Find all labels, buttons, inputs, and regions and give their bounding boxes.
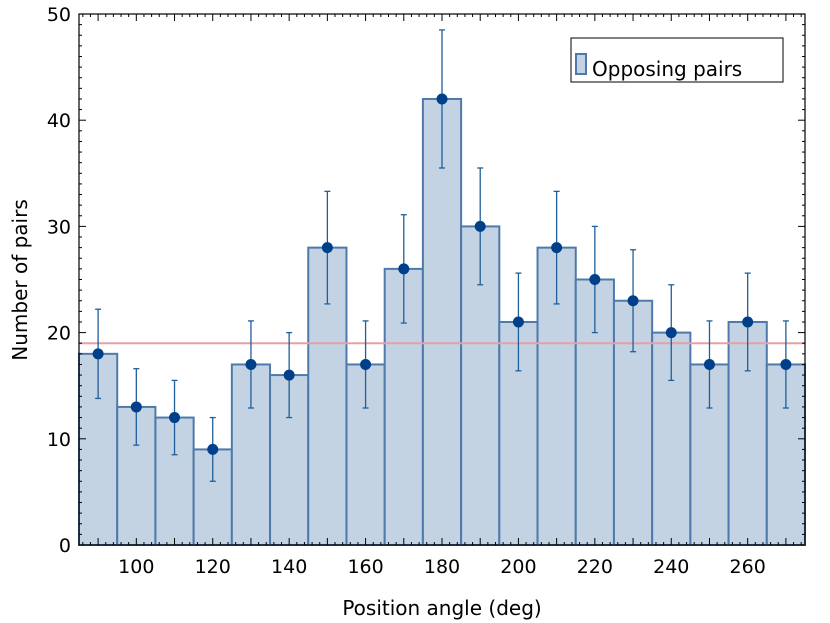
data-point-220 (589, 274, 601, 285)
y-tick-label: 40 (47, 110, 71, 132)
data-point-170 (398, 263, 410, 275)
legend-box (570, 37, 784, 83)
data-point-100 (130, 401, 142, 413)
legend: Opposing pairs (570, 37, 784, 83)
x-tick-label: 220 (577, 556, 613, 578)
data-point-110 (169, 412, 181, 424)
data-point-140 (283, 369, 295, 381)
x-tick-label: 120 (195, 556, 231, 578)
y-tick-label: 50 (47, 4, 71, 26)
data-point-270 (780, 358, 792, 370)
data-point-210 (551, 242, 563, 254)
x-tick-label: 140 (271, 556, 307, 578)
data-point-240 (665, 327, 677, 339)
bar-250 (689, 363, 730, 546)
data-point-150 (321, 242, 333, 254)
x-tick-label: 200 (500, 556, 536, 578)
y-tick-label: 0 (59, 535, 71, 557)
y-tick-label: 30 (47, 216, 71, 238)
legend-entry-label: Opposing pairs (592, 57, 742, 81)
data-point-200 (512, 316, 524, 328)
axes-layer: 100 120 140 160 180 200 220 240 260 0 10 20 30 40 50 (47, 4, 806, 578)
data-point-250 (703, 358, 715, 370)
data-point-130 (245, 358, 257, 370)
x-axis-label: Position angle (deg) (342, 596, 541, 620)
x-tick-label: 180 (424, 556, 460, 578)
y-tick-label: 10 (47, 429, 71, 451)
data-point-230 (627, 295, 639, 307)
y-axis-label: Number of pairs (8, 199, 32, 360)
points-layer (92, 93, 792, 455)
data-point-120 (207, 443, 219, 455)
x-tick-label: 260 (730, 556, 766, 578)
x-tick-label: 160 (347, 556, 383, 578)
data-point-180 (436, 93, 448, 105)
x-tick-label: 100 (118, 556, 154, 578)
data-point-160 (360, 358, 372, 370)
legend-swatch (575, 53, 587, 75)
bar-180 (421, 97, 463, 547)
data-point-90 (92, 348, 104, 360)
data-point-190 (474, 220, 486, 232)
x-tick-label: 240 (653, 556, 689, 578)
data-point-260 (742, 316, 754, 328)
y-tick-label: 20 (47, 323, 71, 345)
